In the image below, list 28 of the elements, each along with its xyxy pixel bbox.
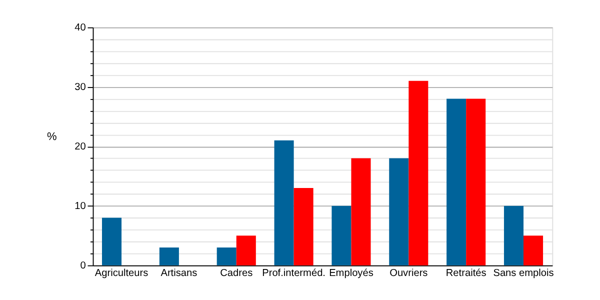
bar xyxy=(466,98,486,266)
y-tick-label: 30 xyxy=(74,82,86,94)
x-tick-label: Cadres xyxy=(220,268,253,279)
y-tick-label: 10 xyxy=(74,201,86,212)
y-axis-title: % xyxy=(47,130,58,143)
bar xyxy=(504,206,524,266)
bar xyxy=(446,98,466,266)
bar xyxy=(216,247,236,266)
bar xyxy=(102,218,122,266)
x-tick-label: Employés xyxy=(329,268,374,279)
bar xyxy=(408,80,428,266)
x-tick-label: Ouvriers xyxy=(390,268,428,279)
bar xyxy=(294,188,314,266)
bar xyxy=(351,158,371,266)
x-tick-label: Prof.interméd. xyxy=(262,268,326,279)
y-tick-label: 0 xyxy=(80,260,86,272)
y-tick-label: 20 xyxy=(74,142,86,153)
x-tick-label: Retraités xyxy=(446,268,486,279)
bar xyxy=(524,236,544,266)
x-tick-label: Agriculteurs xyxy=(94,268,148,279)
x-tick-label: Sans emplois xyxy=(493,268,554,279)
bar xyxy=(332,206,352,266)
bar xyxy=(274,140,294,266)
x-tick-label: Artisans xyxy=(160,268,198,279)
bar xyxy=(389,158,409,266)
bar xyxy=(236,236,256,266)
y-tick-label: 40 xyxy=(74,22,86,34)
bar xyxy=(159,247,179,266)
